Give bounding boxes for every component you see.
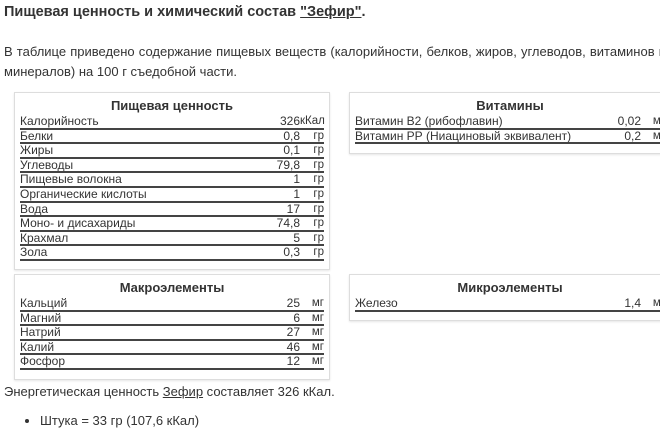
nutrient-value: 0,02 xyxy=(617,114,641,128)
nutrient-name: Органические кислоты xyxy=(20,187,147,201)
table-title: Макроэлементы xyxy=(119,280,225,295)
nutrient-unit: гр xyxy=(313,231,324,244)
nutrient-name: Калорийность xyxy=(20,115,99,128)
nutrient-value: 1 xyxy=(293,186,300,201)
nutrient-unit: мг xyxy=(311,340,324,353)
nutrition-table: Пищевая ценность Калорийность 326 кКал Белки… xyxy=(14,92,330,270)
nutrient-value: 25 xyxy=(286,296,300,310)
nutrient-name: Натрий xyxy=(20,326,61,339)
nutrient-value: 0,1 xyxy=(283,143,300,158)
energy-prefix: Энергетическая ценность xyxy=(4,384,163,399)
nutrient-value: 46 xyxy=(286,339,300,354)
micro-table: Микроэлементы Железо 1,4 мг xyxy=(349,274,660,321)
nutrient-unit: гр xyxy=(313,173,324,186)
table-row: Магний 6 мг xyxy=(20,310,324,327)
nutrient-value: 27 xyxy=(286,325,300,340)
table-row: Калий 46 мг xyxy=(20,339,324,356)
nutrient-unit: мг xyxy=(311,355,324,368)
energy-product-link[interactable]: Зефир xyxy=(162,384,204,399)
macro-table: Макроэлементы Кальций 25 мг Магний 6 мг Натрий 2… xyxy=(14,274,330,380)
portion-item: Штука = 33 гр (107,6 кКал) xyxy=(40,413,199,428)
nutrient-name: Кальций xyxy=(20,297,68,310)
nutrient-value: 0,3 xyxy=(283,245,300,260)
table-title: Микроэлементы xyxy=(457,280,563,295)
table-row: Натрий 27 мг xyxy=(20,326,324,341)
nutrient-unit: гр xyxy=(313,202,324,215)
nutrient-name: Калий xyxy=(20,340,55,354)
nutrient-name: Белки xyxy=(20,129,54,143)
nutrient-value: 17 xyxy=(286,201,300,216)
nutrient-value: 1,4 xyxy=(624,296,641,310)
nutrient-name: Вода xyxy=(20,202,49,216)
table-row: Фосфор 12 мг xyxy=(20,355,324,370)
table-row: Органические кислоты 1 гр xyxy=(20,188,324,203)
page-title: Пищевая ценность и химический состав "Зе… xyxy=(4,4,366,20)
energy-suffix: составляет 326 кКал. xyxy=(203,384,335,399)
table-row: Жиры 0,1 гр xyxy=(20,144,324,159)
nutrient-unit: гр xyxy=(313,158,324,171)
table-row: Зола 0,3 гр xyxy=(20,246,324,261)
nutrient-unit: гр xyxy=(313,144,324,157)
table-row: Кальций 25 мг xyxy=(20,297,324,312)
nutrient-value: 326 xyxy=(279,114,300,128)
table-row: Витамин РР (Ниациновый эквивалент) 0,2 мг xyxy=(355,128,660,145)
table-title: Витамины xyxy=(476,98,544,113)
nutrient-unit: гр xyxy=(313,217,324,230)
nutrient-value: 0,2 xyxy=(624,128,641,143)
nutrient-unit: гр xyxy=(313,129,324,142)
table-row: Пищевые волокна 1 гр xyxy=(20,173,324,188)
nutrient-unit: гр xyxy=(313,187,324,200)
table-row: Белки 0,8 гр xyxy=(20,128,324,145)
nutrient-name: Моно- и дисахариды xyxy=(20,217,136,230)
table-row: Витамин В2 (рибофлавин) 0,02 мг xyxy=(355,115,660,130)
nutrient-unit: мг xyxy=(311,326,324,339)
table-row: Углеводы 79,8 гр xyxy=(20,157,324,174)
table-row: Калорийность 326 кКал xyxy=(20,114,325,130)
title-suffix: . xyxy=(361,4,366,20)
nutrient-name: Магний xyxy=(20,311,62,325)
energy-text: Энергетическая ценность Зефир составляет… xyxy=(4,384,335,399)
nutrient-unit: мг xyxy=(311,297,324,309)
nutrient-unit: кКал xyxy=(300,115,325,127)
nutrient-name: Крахмал xyxy=(20,231,69,245)
nutrient-name: Фосфор xyxy=(20,355,66,368)
nutrient-name: Зола xyxy=(20,246,48,259)
nutrient-unit: мг xyxy=(652,297,660,309)
portion-list: Штука = 33 гр (107,6 кКал) xyxy=(24,413,199,428)
nutrient-value: 5 xyxy=(293,230,300,245)
table-row: Моно- и дисахариды 74,8 гр xyxy=(20,217,324,232)
table-row: Крахмал 5 гр xyxy=(20,230,324,247)
nutrient-value: 79,8 xyxy=(276,157,300,172)
intro-text: В таблице приведено содержание пищевых в… xyxy=(4,44,660,79)
nutrient-name: Железо xyxy=(355,297,398,310)
nutrient-value: 1 xyxy=(293,172,300,187)
nutrient-unit: мг xyxy=(311,311,324,324)
product-link[interactable]: "Зефир" xyxy=(300,4,362,20)
table-row: Железо 1,4 мг xyxy=(355,297,660,312)
table-title: Пищевая ценность xyxy=(110,98,234,113)
nutrient-value: 0,8 xyxy=(283,128,300,143)
nutrient-unit: гр xyxy=(313,246,324,259)
nutrient-name: Витамин РР (Ниациновый эквивалент) xyxy=(355,129,572,143)
nutrient-unit: мг xyxy=(652,115,660,127)
nutrient-name: Жиры xyxy=(20,144,54,157)
nutrient-value: 74,8 xyxy=(276,216,300,231)
title-text: Пищевая ценность и химический состав xyxy=(4,4,301,20)
table-row: Вода 17 гр xyxy=(20,201,324,218)
nutrient-name: Углеводы xyxy=(20,158,74,172)
nutrient-value: 12 xyxy=(286,354,300,369)
nutrient-unit: мг xyxy=(652,129,660,142)
nutrient-name: Пищевые волокна xyxy=(20,173,122,186)
nutrient-name: Витамин В2 (рибофлавин) xyxy=(355,115,503,128)
nutrient-value: 6 xyxy=(293,310,300,325)
